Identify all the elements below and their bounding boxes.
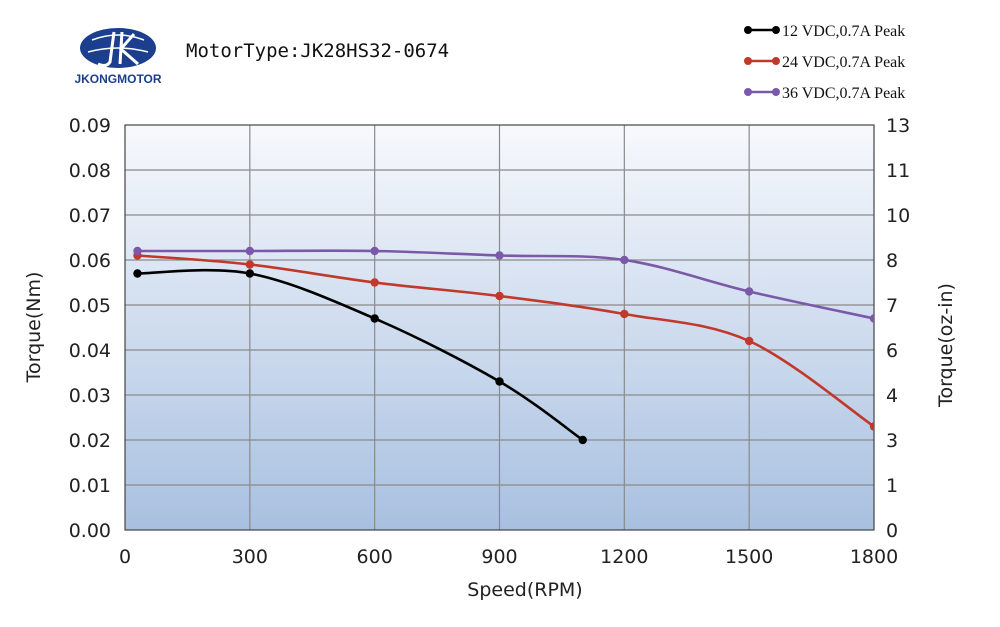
data-point	[578, 435, 587, 445]
y-tick-label: 0.05	[69, 295, 111, 317]
y-tick-label: 0.01	[69, 475, 111, 497]
x-tick-label: 0	[119, 546, 131, 568]
legend-marker	[744, 26, 752, 34]
y-tick-label: 0.02	[69, 430, 111, 452]
brand-logo: JKONGMOTOR	[74, 28, 162, 86]
y-tick-label: 0.09	[69, 115, 111, 137]
data-point	[869, 422, 874, 431]
data-point	[133, 269, 142, 278]
y-tick-label: 0.04	[69, 340, 111, 362]
y-tick-label: 0.07	[69, 205, 111, 227]
legend-marker	[744, 88, 752, 96]
x-tick-label: 600	[357, 546, 393, 568]
legend-marker	[772, 26, 780, 34]
data-point	[370, 278, 379, 287]
x-tick-label: 1500	[725, 546, 773, 568]
grid-lines	[125, 125, 874, 530]
y-tick-label: 0.03	[69, 385, 111, 407]
y2-tick-label: 11	[886, 160, 910, 182]
x-tick-label: 1800	[850, 546, 898, 568]
series-3	[133, 246, 874, 323]
data-point	[744, 287, 754, 296]
series-group	[133, 246, 874, 445]
legend-item: 36 VDC,0.7A Peak	[744, 85, 905, 102]
legend-label: 36 VDC,0.7A Peak	[782, 85, 905, 102]
legend-marker	[772, 57, 780, 65]
series-2	[133, 251, 874, 431]
legend-marker	[744, 57, 752, 65]
legend-label: 12 VDC,0.7A Peak	[782, 23, 905, 40]
y-tick-label: 0.06	[69, 250, 111, 272]
chart-title: MotorType:JK28HS32-0674	[186, 40, 449, 62]
data-point	[495, 291, 504, 301]
y2-tick-label: 3	[886, 430, 898, 452]
y2-tick-label: 6	[886, 340, 898, 362]
data-point	[370, 246, 379, 256]
legend-label: 24 VDC,0.7A Peak	[782, 54, 905, 71]
legend-item: 12 VDC,0.7A Peak	[744, 23, 905, 40]
data-point	[245, 246, 255, 256]
brand-name: JKONGMOTOR	[74, 72, 161, 86]
data-point	[744, 336, 754, 346]
series-1	[133, 268, 587, 445]
plot-frame	[124, 124, 875, 531]
y2-tick-label: 10	[886, 205, 910, 227]
tick-labels: 0 300 600 900 1200 1500 1800 0.00 0 0.01 1 0.02 3 0.0…	[69, 115, 911, 568]
y2-tick-label: 8	[886, 250, 898, 272]
chart-legend: 12 VDC,0.7A Peak 24 VDC,0.7A Peak 36 VDC,0…	[744, 23, 905, 102]
data-point	[245, 260, 255, 269]
y-tick-label: 0.08	[69, 160, 111, 182]
y2-tick-label: 13	[886, 115, 910, 137]
data-point	[495, 251, 504, 260]
y-axis-title: Torque(Nm)	[23, 272, 45, 384]
data-point	[620, 255, 629, 265]
legend-marker	[772, 88, 780, 96]
y-tick-label: 0.00	[69, 520, 111, 542]
y2-tick-label: 1	[886, 475, 898, 497]
data-point	[869, 314, 874, 323]
y2-tick-label: 0	[886, 520, 898, 542]
x-tick-label: 300	[232, 546, 268, 568]
data-point	[245, 269, 255, 278]
data-point	[620, 309, 629, 319]
y2-tick-label: 7	[886, 295, 898, 317]
y2-axis-title: Torque(oz-in)	[935, 283, 957, 408]
x-tick-label: 900	[481, 546, 517, 568]
y2-tick-label: 4	[886, 385, 898, 407]
legend-item: 24 VDC,0.7A Peak	[744, 54, 905, 71]
x-tick-label: 1200	[600, 546, 648, 568]
data-point	[133, 246, 142, 256]
x-axis-title: Speed(RPM)	[467, 579, 582, 601]
data-point	[370, 314, 379, 323]
data-point	[495, 377, 504, 386]
